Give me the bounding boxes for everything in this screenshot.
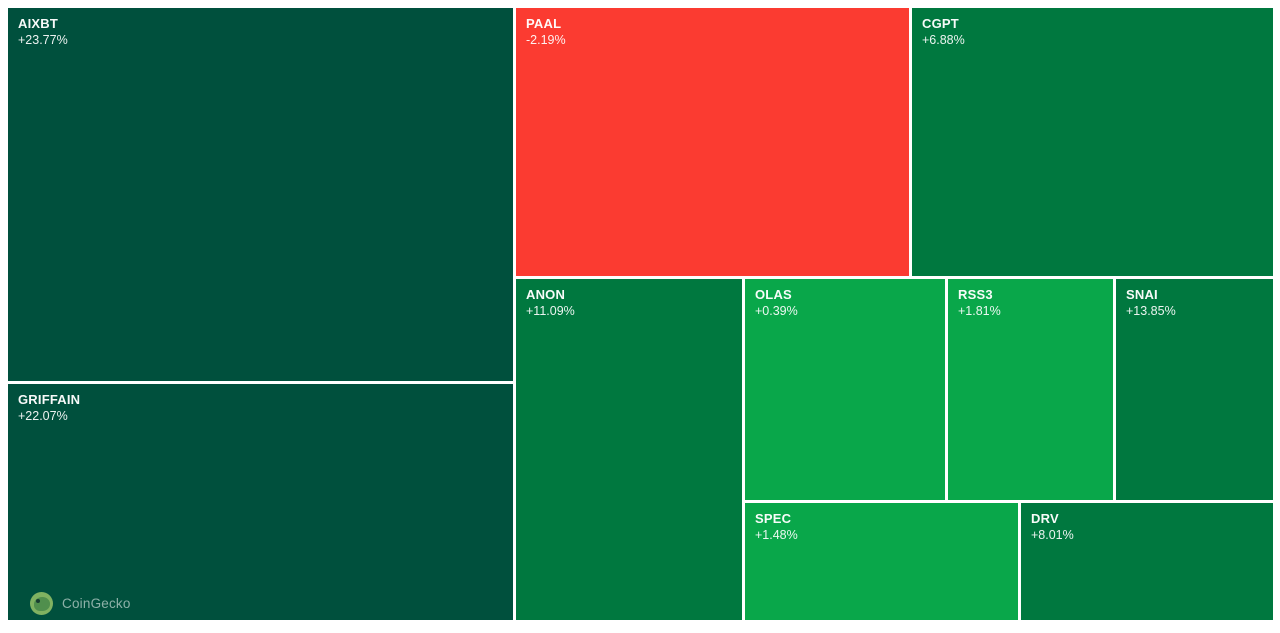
- tile-symbol: AIXBT: [18, 16, 58, 31]
- treemap-tile-olas[interactable]: OLAS +0.39%: [745, 279, 945, 500]
- treemap-tile-paal[interactable]: PAAL -2.19%: [516, 8, 909, 276]
- tile-change: +11.09%: [526, 304, 575, 318]
- tile-symbol: GRIFFAIN: [18, 392, 81, 407]
- treemap-tile-aixbt[interactable]: AIXBT +23.77%: [8, 8, 513, 381]
- tile-symbol: PAAL: [526, 16, 562, 31]
- treemap-tile-spec[interactable]: SPEC +1.48%: [745, 503, 1018, 620]
- tile-change: +1.48%: [755, 528, 798, 542]
- tile-symbol: SPEC: [755, 511, 792, 526]
- tile-symbol: SNAI: [1126, 287, 1158, 302]
- tile-change: +0.39%: [755, 304, 798, 318]
- tile-change: +23.77%: [18, 33, 68, 47]
- tile-change: +6.88%: [922, 33, 965, 47]
- tile-change: +8.01%: [1031, 528, 1074, 542]
- treemap-tile-snai[interactable]: SNAI +13.85%: [1116, 279, 1273, 500]
- tile-change: +13.85%: [1126, 304, 1176, 318]
- tile-change: +1.81%: [958, 304, 1001, 318]
- tile-symbol: ANON: [526, 287, 566, 302]
- treemap-tile-anon[interactable]: ANON +11.09%: [516, 279, 742, 620]
- tile-change: -2.19%: [526, 33, 566, 47]
- tile-symbol: DRV: [1031, 511, 1059, 526]
- tile-symbol: CGPT: [922, 16, 959, 31]
- treemap-tile-griffain[interactable]: GRIFFAIN +22.07%: [8, 384, 513, 620]
- tile-symbol: OLAS: [755, 287, 792, 302]
- tile-change: +22.07%: [18, 409, 68, 423]
- treemap-tile-drv[interactable]: DRV +8.01%: [1021, 503, 1273, 620]
- treemap-tile-cgpt[interactable]: CGPT +6.88%: [912, 8, 1273, 276]
- tile-symbol: RSS3: [958, 287, 993, 302]
- treemap-tile-rss3[interactable]: RSS3 +1.81%: [948, 279, 1113, 500]
